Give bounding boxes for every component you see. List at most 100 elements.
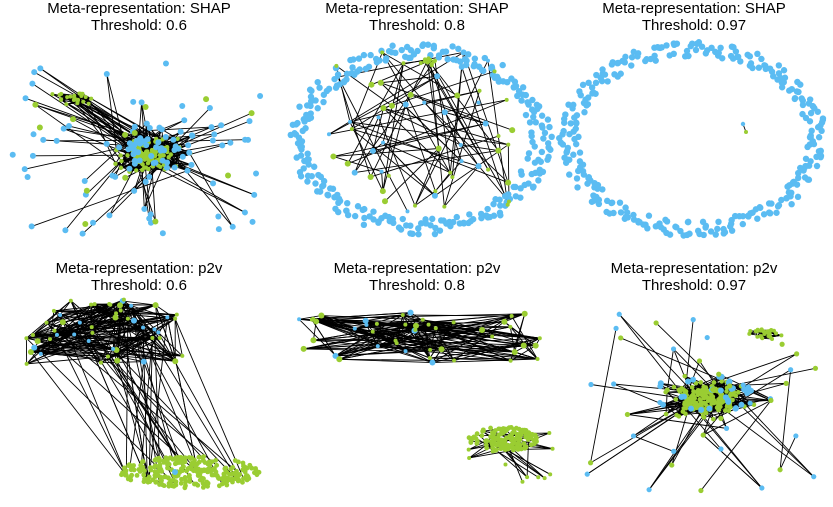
patient-node [52, 309, 56, 313]
patient-node [512, 349, 518, 355]
patient-node [401, 313, 405, 317]
meta-node [611, 71, 617, 77]
meta-node [257, 93, 263, 99]
patient-node [148, 468, 153, 473]
patient-node [215, 474, 220, 479]
meta-node [741, 122, 745, 126]
meta-node [39, 352, 43, 356]
meta-node [367, 52, 373, 58]
patient-node [507, 200, 511, 204]
patient-node [755, 329, 759, 333]
meta-node [37, 65, 43, 71]
patient-node [32, 102, 38, 108]
patient-node [64, 102, 68, 106]
patient-node [162, 483, 167, 488]
meta-node [720, 226, 726, 232]
patient-node [142, 479, 147, 484]
patient-node [247, 463, 252, 468]
patient-node [665, 387, 670, 392]
patient-node [506, 143, 510, 147]
meta-node [706, 406, 712, 412]
patient-node [724, 389, 729, 394]
patient-node [380, 188, 386, 194]
patient-node [368, 174, 374, 180]
patient-node [37, 124, 43, 130]
patient-node [521, 343, 527, 349]
patient-node [117, 302, 123, 308]
patient-node [25, 362, 29, 366]
meta-node [444, 56, 450, 62]
meta-node [253, 171, 259, 177]
patient-node [524, 428, 529, 433]
meta-node [143, 179, 149, 185]
meta-node [574, 184, 580, 190]
meta-node [460, 159, 464, 163]
network-graph [278, 34, 556, 247]
network-edge [406, 105, 436, 192]
network-edge [703, 416, 762, 488]
patient-node [119, 309, 123, 313]
patient-node [146, 480, 151, 485]
meta-node [326, 86, 332, 92]
meta-node [376, 57, 382, 63]
patient-node [698, 488, 703, 493]
meta-node [308, 94, 314, 100]
patient-node [684, 389, 689, 394]
meta-node [425, 42, 431, 48]
patient-node [237, 478, 242, 483]
patient-node [50, 92, 54, 96]
patient-node [479, 433, 484, 438]
patient-node [727, 383, 732, 388]
network-panel-p2v-0-8: Meta-representation: p2v Threshold: 0.8 [278, 260, 556, 507]
edges-group [26, 300, 243, 485]
meta-node [513, 193, 519, 199]
meta-node [350, 56, 356, 62]
network-edge [633, 436, 673, 451]
patient-node [84, 188, 90, 194]
meta-node [593, 80, 599, 86]
patient-node [454, 93, 460, 99]
meta-node [525, 155, 531, 161]
meta-node [570, 152, 576, 158]
meta-node [442, 109, 448, 115]
patient-node [188, 456, 193, 461]
meta-node [671, 449, 676, 454]
patient-node [235, 474, 240, 479]
patient-node [516, 447, 521, 452]
meta-node [646, 213, 652, 219]
patient-node [153, 458, 158, 463]
patient-node [126, 317, 130, 321]
meta-node [759, 485, 764, 490]
meta-node [773, 210, 779, 216]
patient-node [760, 336, 764, 340]
meta-node [748, 401, 753, 406]
network-graph [0, 34, 278, 247]
patient-node [427, 323, 431, 327]
meta-node [817, 122, 823, 128]
patient-node [520, 480, 524, 484]
meta-node [314, 188, 320, 194]
patient-node [81, 100, 85, 104]
panel-threshold: Threshold: 0.8 [278, 277, 556, 294]
meta-node [31, 131, 37, 137]
meta-node [141, 138, 147, 144]
meta-node [23, 95, 29, 101]
meta-node [634, 53, 640, 59]
meta-node [724, 426, 729, 431]
patient-node [382, 198, 388, 204]
patient-node [24, 336, 28, 340]
patient-node [433, 189, 437, 193]
meta-node [700, 219, 706, 225]
meta-node [618, 71, 624, 77]
meta-node [538, 159, 544, 165]
meta-node [152, 327, 156, 331]
meta-node [792, 96, 798, 102]
meta-node [544, 157, 550, 163]
patient-node [31, 333, 35, 337]
meta-node [560, 128, 566, 134]
meta-node [72, 332, 76, 336]
meta-node [657, 383, 663, 389]
meta-node [807, 134, 813, 140]
patient-node [202, 467, 207, 472]
meta-node [327, 132, 331, 136]
